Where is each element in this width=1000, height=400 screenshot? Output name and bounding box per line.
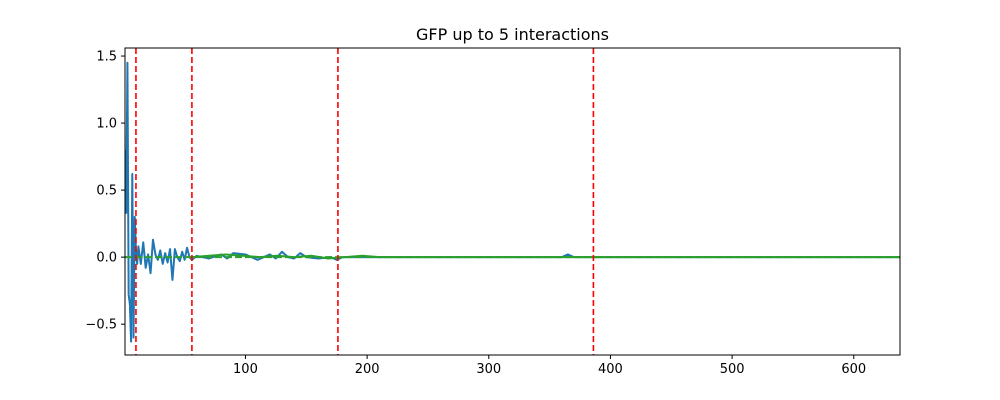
plot-frame [124, 47, 901, 356]
chart-title: GFP up to 5 interactions [416, 25, 609, 44]
x-tick-label: 200 [355, 362, 380, 377]
plot-series-group [125, 48, 900, 355]
y-tick-label: 0.5 [96, 184, 117, 199]
x-tick-label: 400 [598, 362, 623, 377]
y-tick-label: 0.0 [96, 251, 117, 266]
y-tick-label: −0.5 [85, 318, 117, 333]
y-tick-label: 1.5 [96, 50, 117, 65]
x-tick-label: 300 [476, 362, 501, 377]
plot-content [125, 48, 900, 355]
y-tick-label: 1.0 [96, 117, 117, 132]
x-tick-label: 100 [233, 362, 258, 377]
y-axis: −0.5 0.0 0.5 1.0 1.5 [85, 50, 125, 333]
x-tick-label: 500 [720, 362, 745, 377]
x-axis: 100 200 300 400 500 600 [233, 355, 866, 377]
x-tick-label: 600 [841, 362, 866, 377]
